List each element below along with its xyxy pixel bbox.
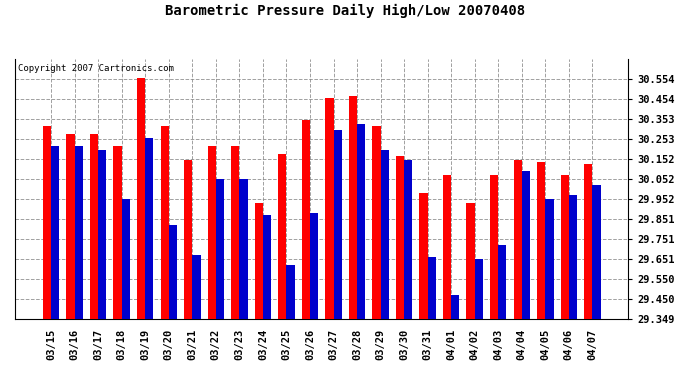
- Bar: [208, 146, 216, 319]
- Bar: [75, 146, 83, 319]
- Bar: [98, 150, 106, 319]
- Bar: [443, 176, 451, 319]
- Bar: [537, 162, 545, 319]
- Bar: [404, 159, 413, 319]
- Bar: [90, 134, 98, 319]
- Bar: [286, 265, 295, 319]
- Bar: [475, 259, 483, 319]
- Bar: [66, 134, 75, 319]
- Bar: [51, 146, 59, 319]
- Bar: [498, 245, 506, 319]
- Bar: [333, 130, 342, 319]
- Bar: [592, 185, 600, 319]
- Bar: [569, 195, 577, 319]
- Bar: [184, 159, 193, 319]
- Bar: [325, 98, 333, 319]
- Bar: [584, 164, 592, 319]
- Bar: [121, 200, 130, 319]
- Bar: [349, 96, 357, 319]
- Bar: [216, 179, 224, 319]
- Bar: [146, 138, 153, 319]
- Bar: [43, 126, 51, 319]
- Bar: [560, 176, 569, 319]
- Bar: [545, 200, 553, 319]
- Bar: [357, 124, 365, 319]
- Bar: [490, 176, 498, 319]
- Bar: [451, 295, 460, 319]
- Bar: [113, 146, 121, 319]
- Text: Copyright 2007 Cartronics.com: Copyright 2007 Cartronics.com: [18, 64, 174, 74]
- Bar: [466, 203, 475, 319]
- Bar: [137, 78, 146, 319]
- Bar: [239, 179, 248, 319]
- Bar: [381, 150, 388, 319]
- Bar: [263, 215, 271, 319]
- Bar: [161, 126, 169, 319]
- Bar: [428, 257, 436, 319]
- Bar: [278, 153, 286, 319]
- Bar: [396, 156, 404, 319]
- Bar: [513, 159, 522, 319]
- Text: Barometric Pressure Daily High/Low 20070408: Barometric Pressure Daily High/Low 20070…: [165, 4, 525, 18]
- Bar: [231, 146, 239, 319]
- Bar: [255, 203, 263, 319]
- Bar: [302, 120, 310, 319]
- Bar: [193, 255, 201, 319]
- Bar: [373, 126, 381, 319]
- Bar: [169, 225, 177, 319]
- Bar: [522, 171, 530, 319]
- Bar: [310, 213, 318, 319]
- Bar: [420, 194, 428, 319]
